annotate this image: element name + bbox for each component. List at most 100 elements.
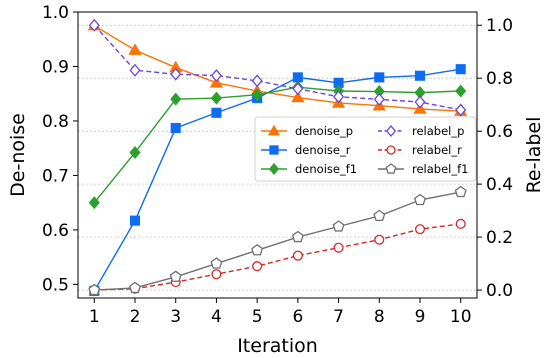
relabel_r-point: [292, 250, 303, 261]
relabel_r-point: [252, 261, 263, 272]
relabel_f1-point: [129, 281, 141, 294]
legend-swatch-marker: [386, 145, 396, 155]
series-denoise_f1: [88, 80, 467, 210]
series-relabel_f1: [88, 185, 467, 296]
right-y-tick-label: 0.6: [486, 122, 513, 142]
relabel_p-point: [455, 103, 467, 117]
denoise_r-point: [374, 72, 385, 83]
x-tick-label: 1: [89, 307, 100, 327]
relabel_p-point: [251, 74, 263, 88]
right-y-axis-label: Re-label: [523, 117, 545, 194]
series-relabel_r: [89, 218, 466, 296]
relabel_f1-point: [414, 193, 426, 206]
denoise_r-line: [93, 68, 461, 292]
left-y-tick-label: 0.9: [42, 57, 69, 77]
right-y-tick-label: 0.4: [486, 175, 513, 195]
right-y-tick-label: 0.0: [486, 281, 513, 301]
legend-label: denoise_r: [295, 143, 351, 157]
legend-item-denoise_r: denoise_r: [261, 143, 351, 157]
relabel_f1-point: [169, 270, 182, 282]
x-tick-label: 2: [130, 307, 141, 327]
relabel_r-line: [94, 223, 461, 291]
denoise_f1-point: [170, 92, 182, 106]
denoise_p-point: [209, 76, 224, 88]
denoise_f1-point: [251, 88, 263, 102]
x-axis-label: Iteration: [237, 335, 318, 357]
legend: denoise_p denoise_r denoise_f1 relabel_prel…: [254, 116, 477, 182]
series-relabel_p: [88, 18, 467, 117]
x-tick-label: 10: [450, 307, 472, 327]
x-tick-label: 9: [415, 307, 426, 327]
relabel_f1-point: [291, 230, 304, 243]
relabel_r-point: [455, 218, 466, 229]
denoise_r-point: [170, 122, 181, 134]
relabel_f1-line: [94, 191, 461, 291]
x-tick-label: 4: [211, 307, 222, 327]
left-y-tick-label: 1.0: [42, 3, 69, 23]
relabel_p-point: [292, 82, 304, 96]
relabel_f1-point: [88, 283, 101, 296]
denoise_p-line: [93, 25, 461, 112]
legend-swatch-marker: [269, 145, 279, 155]
legend-label: relabel_p: [412, 124, 464, 138]
right-y-tick-label: 0.8: [486, 69, 513, 89]
right-y-tick-label: 0.2: [486, 228, 513, 248]
relabel_f1-point: [251, 244, 264, 256]
x-tick-label: 3: [170, 307, 181, 327]
axis-ticks: 1 2 3 4 5 6 7 8 9 10 0.5 0.6 0.7 0.8 0.9 1.0 0.0 0.2 0.4 0.…: [42, 3, 513, 327]
denoise_r-point: [292, 72, 303, 83]
relabel_p-point: [88, 18, 100, 32]
legend-item-relabel_r: relabel_r: [378, 143, 462, 157]
relabel_r-point: [211, 269, 222, 280]
relabel_f1-point: [210, 257, 223, 269]
relabel_f1-point: [454, 185, 467, 198]
relabel_p-point: [414, 95, 426, 109]
legend-label: relabel_f1: [412, 162, 468, 176]
denoise_r-point: [455, 64, 466, 75]
x-tick-label: 8: [374, 307, 385, 327]
legend-swatch-marker: [385, 163, 397, 174]
denoise_f1-point: [455, 84, 467, 98]
relabel_p-point: [333, 90, 345, 104]
left-y-tick-label: 0.5: [42, 275, 69, 295]
left-y-axis-label: De-noise: [7, 113, 29, 197]
right-y-tick-label: 1.0: [486, 16, 513, 36]
legend-swatch-marker: [267, 124, 281, 136]
relabel_r-point: [333, 242, 344, 253]
relabel_f1-point: [373, 209, 386, 222]
legend-item-denoise_f1: denoise_f1: [261, 162, 357, 176]
legend-swatch-marker: [385, 124, 397, 138]
legend-label: relabel_r: [412, 143, 462, 157]
legend-item-denoise_p: denoise_p: [261, 124, 353, 138]
legend-label: denoise_p: [295, 124, 353, 138]
denoise_r-point: [129, 215, 141, 226]
denoise_r-point: [211, 107, 222, 118]
left-y-tick-label: 0.6: [42, 221, 69, 241]
legend-label: denoise_f1: [295, 162, 357, 176]
relabel_p-point: [373, 92, 385, 106]
denoise_p-point: [128, 43, 142, 55]
left-y-tick-label: 0.8: [42, 112, 69, 132]
denoise_f1-point: [129, 146, 141, 160]
x-tick-label: 5: [252, 307, 263, 327]
legend-item-relabel_f1: relabel_f1: [378, 162, 468, 176]
relabel_r-point: [414, 224, 426, 235]
x-tick-label: 7: [333, 307, 344, 327]
legend-swatch-marker: [268, 162, 280, 176]
relabel_p-point: [170, 67, 182, 81]
relabel_r-point: [374, 234, 385, 245]
x-tick-label: 6: [292, 307, 303, 327]
denoise_f1-point: [210, 91, 222, 105]
relabel_p-point: [129, 63, 141, 77]
legend-item-relabel_p: relabel_p: [378, 124, 464, 138]
series-layer: [87, 18, 468, 296]
relabel_p-point: [210, 69, 222, 83]
denoise_r-point: [414, 70, 426, 81]
denoise_f1-point: [88, 196, 100, 210]
denoise_f1-line: [93, 86, 461, 204]
relabel_f1-point: [332, 220, 345, 232]
plot-frame: [77, 11, 478, 299]
legend-box: [254, 116, 477, 182]
relabel_p-line: [93, 24, 461, 111]
